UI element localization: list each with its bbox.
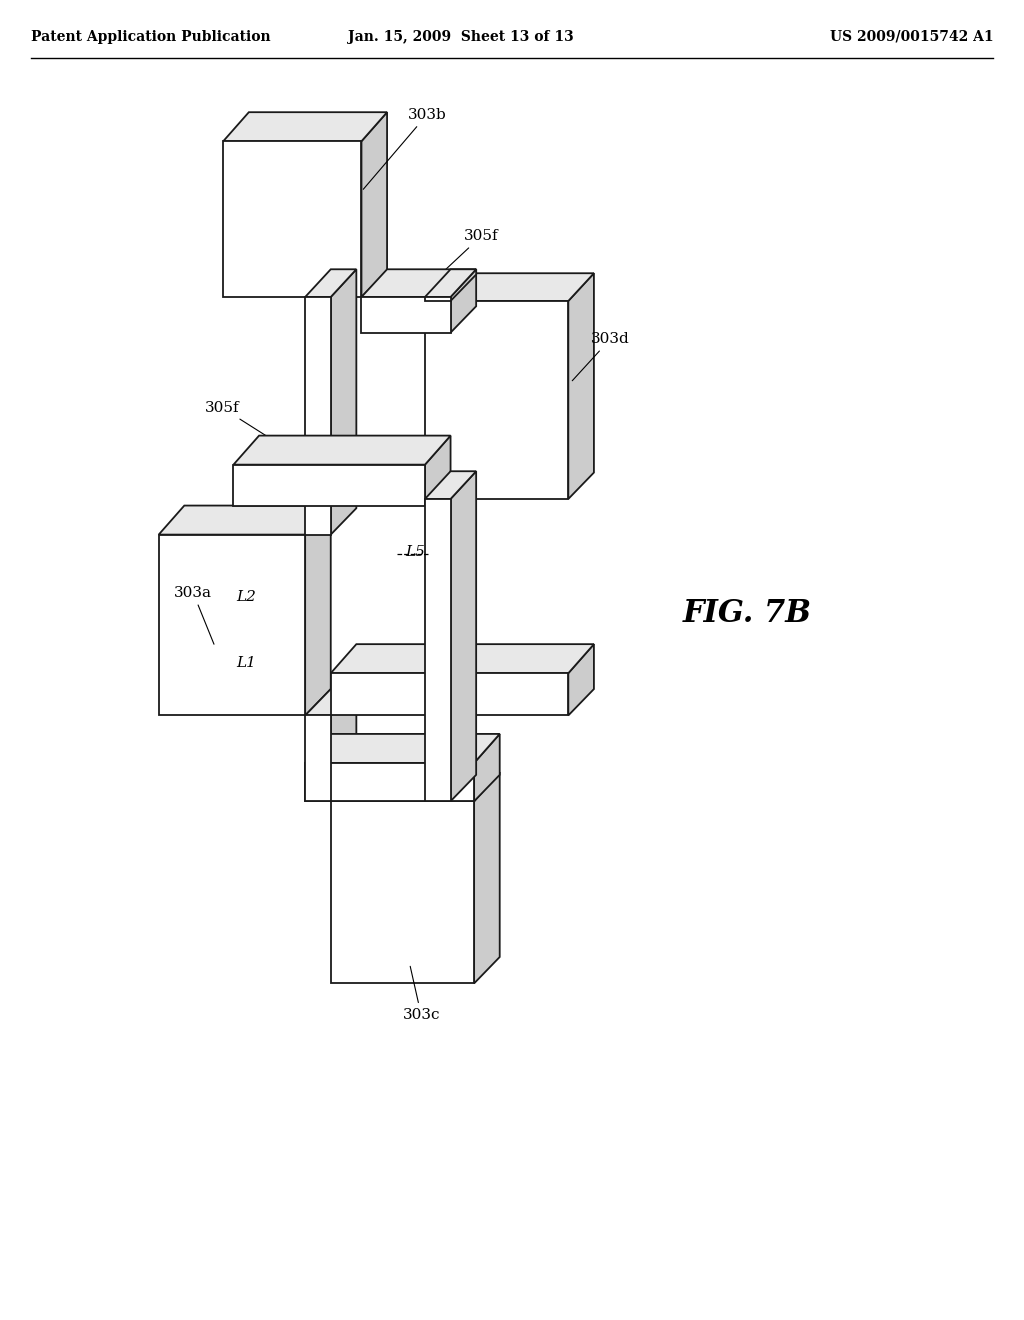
Polygon shape (331, 269, 356, 535)
Text: L2: L2 (236, 590, 256, 603)
Polygon shape (305, 734, 500, 763)
Polygon shape (474, 734, 500, 801)
Polygon shape (305, 715, 331, 801)
Text: 303d: 303d (572, 333, 630, 380)
Polygon shape (331, 801, 474, 983)
Polygon shape (331, 673, 568, 715)
Polygon shape (425, 297, 451, 301)
Polygon shape (331, 689, 356, 801)
Polygon shape (331, 772, 500, 801)
Text: Patent Application Publication: Patent Application Publication (31, 30, 270, 44)
Text: US 2009/0015742 A1: US 2009/0015742 A1 (829, 30, 993, 44)
Polygon shape (425, 269, 476, 297)
Polygon shape (233, 465, 425, 506)
Polygon shape (425, 499, 451, 801)
Polygon shape (474, 772, 500, 983)
Polygon shape (361, 269, 476, 297)
Polygon shape (159, 506, 331, 535)
Polygon shape (159, 535, 305, 715)
Polygon shape (361, 112, 387, 297)
Polygon shape (451, 269, 476, 301)
Polygon shape (451, 471, 476, 801)
Text: 305f: 305f (435, 230, 499, 280)
Polygon shape (451, 269, 476, 333)
Polygon shape (305, 297, 331, 535)
Polygon shape (425, 273, 594, 301)
Polygon shape (425, 301, 568, 499)
Polygon shape (425, 436, 451, 506)
Text: 303b: 303b (364, 108, 446, 189)
Polygon shape (305, 763, 474, 801)
Text: FIG. 7B: FIG. 7B (683, 598, 812, 630)
Polygon shape (361, 297, 451, 333)
Polygon shape (305, 269, 356, 297)
Polygon shape (331, 644, 594, 673)
Polygon shape (568, 644, 594, 715)
Text: Jan. 15, 2009  Sheet 13 of 13: Jan. 15, 2009 Sheet 13 of 13 (348, 30, 573, 44)
Polygon shape (425, 471, 476, 499)
Polygon shape (223, 141, 361, 297)
Polygon shape (305, 689, 356, 715)
Text: L1: L1 (236, 656, 256, 669)
Polygon shape (223, 112, 387, 141)
Polygon shape (305, 506, 331, 715)
Polygon shape (233, 436, 451, 465)
Text: 303a: 303a (174, 586, 214, 644)
Text: 303c: 303c (402, 966, 440, 1022)
Polygon shape (568, 273, 594, 499)
Text: L5: L5 (404, 545, 425, 558)
Text: 305f: 305f (205, 401, 285, 447)
